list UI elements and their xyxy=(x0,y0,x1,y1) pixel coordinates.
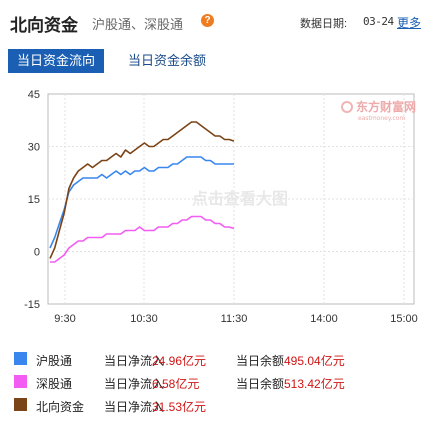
page-title: 北向资金 xyxy=(10,16,78,35)
logo-subtext: eastmoney.com xyxy=(358,115,405,122)
legend-row-sz: 深股通 当日净流入 6.58亿元 当日余额 513.42亿元 xyxy=(8,371,426,393)
inflow-number: 31.53 xyxy=(152,400,183,414)
y-axis: -15 0 15 30 45 xyxy=(24,89,40,311)
logo-text: 东方财富网 xyxy=(356,99,416,114)
inflow-label: 当日净流入 xyxy=(104,400,165,414)
balance-unit: 亿元 xyxy=(320,377,345,391)
date-value: 03-24 xyxy=(363,15,394,28)
y-tick-label: 45 xyxy=(28,89,40,101)
inflow-unit: 亿元 xyxy=(182,400,207,414)
legend-row-north: 北向资金 当日净流入 31.53亿元 xyxy=(8,394,426,416)
inflow-label: 当日净流入 xyxy=(104,377,165,391)
balance-value: 495.04亿元 xyxy=(284,352,345,369)
legend-name: 深股通 xyxy=(36,377,73,391)
x-tick-label: 15:00 xyxy=(390,313,418,325)
help-icon[interactable]: ? xyxy=(201,14,214,27)
line-chart[interactable]: -15 0 15 30 45 9:30 10:30 11:30 14:00 15:00 点击查看… xyxy=(0,80,433,340)
inflow-unit: 亿元 xyxy=(182,354,207,368)
y-tick-label: 15 xyxy=(28,194,40,206)
eastmoney-logo: 东方财富网 eastmoney.com xyxy=(341,99,416,122)
y-tick-label: -15 xyxy=(24,299,40,311)
legend-swatch xyxy=(14,352,27,365)
x-tick-label: 11:30 xyxy=(221,313,248,325)
balance-value: 513.42亿元 xyxy=(284,375,345,392)
grid xyxy=(48,94,414,304)
inflow-value: 24.96亿元 xyxy=(152,352,206,369)
series-line-2 xyxy=(49,121,235,259)
balance-unit: 亿元 xyxy=(320,354,345,368)
inflow-unit: 亿元 xyxy=(175,377,200,391)
tab-daily-balance[interactable]: 当日资金余额 xyxy=(128,53,207,68)
tab-daily-flow[interactable]: 当日资金流向 xyxy=(8,49,104,73)
balance-label: 当日余额 xyxy=(236,354,285,368)
logo-icon xyxy=(341,101,353,113)
x-tick-label: 9:30 xyxy=(54,313,75,325)
balance-label: 当日余额 xyxy=(236,377,285,391)
x-tick-label: 14:00 xyxy=(310,313,338,325)
more-link[interactable]: 更多 xyxy=(397,16,422,30)
inflow-number: 24.96 xyxy=(152,354,183,368)
page-subtitle: 沪股通、深股通 xyxy=(92,17,184,32)
header: 北向资金 沪股通、深股通 ? 数据日期: 03-24 更多 xyxy=(0,0,433,40)
inflow-number: 6.58 xyxy=(152,377,176,391)
series-group xyxy=(49,121,235,263)
series-line-0 xyxy=(49,156,234,249)
inflow-value: 31.53亿元 xyxy=(152,398,206,415)
series-line-1 xyxy=(50,215,235,263)
legend-swatch xyxy=(14,375,27,388)
legend-name: 沪股通 xyxy=(36,354,73,368)
x-axis: 9:30 10:30 11:30 14:00 15:00 xyxy=(54,313,417,325)
balance-number: 495.04 xyxy=(284,354,321,368)
date-label: 数据日期: xyxy=(300,18,348,30)
legend-swatch xyxy=(14,398,27,411)
balance-number: 513.42 xyxy=(284,377,321,391)
inflow-value: 6.58亿元 xyxy=(152,375,199,392)
legend-row-sh: 沪股通 当日净流入 24.96亿元 当日余额 495.04亿元 xyxy=(8,348,426,370)
watermark-center: 点击查看大图 xyxy=(192,189,288,208)
y-tick-label: 30 xyxy=(28,142,40,154)
x-tick-label: 10:30 xyxy=(130,313,158,325)
legend-name: 北向资金 xyxy=(36,400,85,414)
inflow-label: 当日净流入 xyxy=(104,354,165,368)
y-tick-label: 0 xyxy=(34,247,40,259)
